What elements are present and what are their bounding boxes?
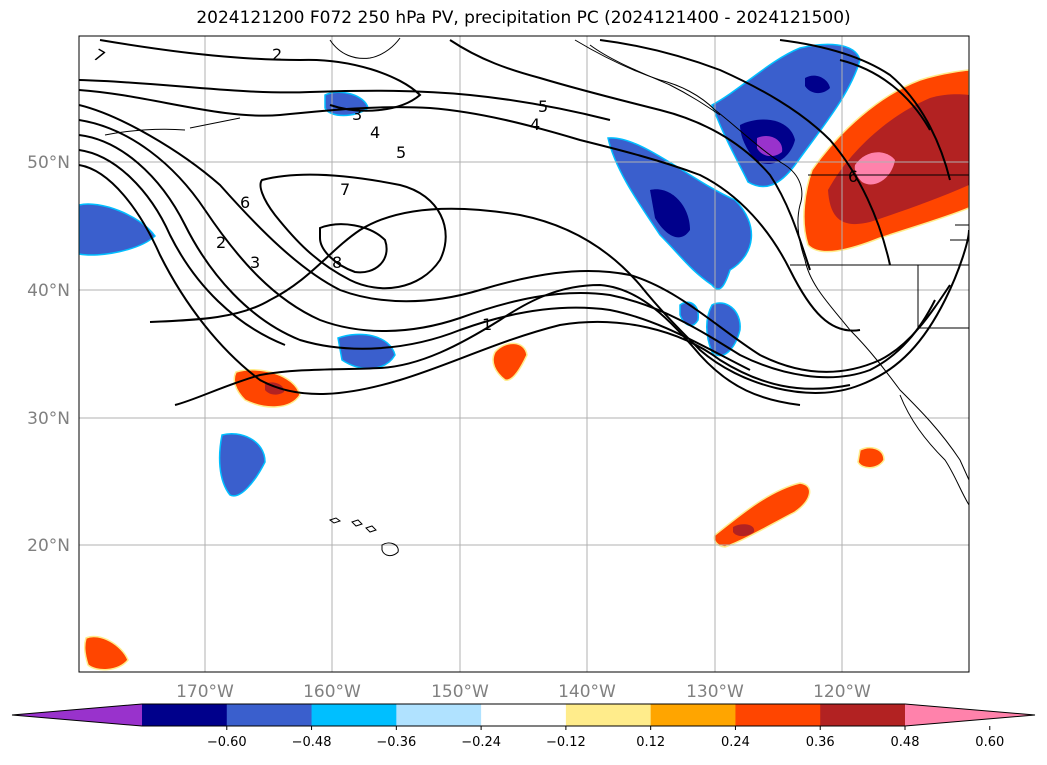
contour-label: 4 bbox=[530, 115, 540, 134]
lon-label: 120°W bbox=[813, 682, 871, 702]
coastlines bbox=[104, 37, 969, 506]
colorbar-swatch bbox=[142, 704, 228, 726]
colorbar-swatch bbox=[311, 704, 397, 726]
map-title: 2024121200 F072 250 hPa PV, precipitatio… bbox=[196, 8, 851, 28]
colorbar bbox=[11, 703, 1036, 727]
lon-label: 130°W bbox=[686, 682, 744, 702]
colorbar-swatch bbox=[735, 704, 821, 726]
map-frame bbox=[78, 35, 970, 673]
map-gridlines bbox=[79, 36, 969, 672]
colorbar-extend-high bbox=[905, 704, 1035, 726]
lat-label: 40°N bbox=[27, 281, 70, 301]
colorbar-tick-label: −0.36 bbox=[376, 735, 416, 750]
colorbar-ticks: −0.60 −0.48 −0.36 −0.24 −0.12 0.12 0.24 0.36 0.4… bbox=[207, 726, 1004, 750]
colorbar-tick-label: −0.48 bbox=[292, 735, 332, 750]
contour-label: 1 bbox=[482, 315, 492, 334]
lon-label: 160°W bbox=[303, 682, 361, 702]
colorbar-swatch bbox=[650, 704, 736, 726]
pv-contours bbox=[79, 39, 969, 406]
colorbar-extend-low bbox=[12, 704, 142, 726]
contour-label: 6 bbox=[240, 193, 250, 212]
precip-negative-areas bbox=[79, 43, 861, 497]
contour-label: 3 bbox=[250, 253, 260, 272]
colorbar-tick-label: 0.60 bbox=[975, 735, 1004, 750]
colorbar-swatch bbox=[226, 704, 313, 726]
colorbar-tick-label: −0.12 bbox=[546, 735, 586, 750]
colorbar-outline bbox=[11, 703, 1036, 727]
lat-label: 30°N bbox=[27, 409, 70, 429]
colorbar-tick-label: 0.48 bbox=[891, 735, 920, 750]
lat-label: 50°N bbox=[27, 153, 70, 173]
latitude-labels: 50°N 40°N 30°N 20°N bbox=[27, 153, 70, 556]
colorbar-swatch bbox=[481, 704, 567, 726]
colorbar-tick-label: 0.36 bbox=[806, 735, 835, 750]
pv-contour-labels: 7 2 3 4 5 6 7 8 2 3 1 5 4 6 bbox=[90, 45, 858, 334]
contour-label: 5 bbox=[396, 143, 406, 162]
lon-label: 150°W bbox=[431, 682, 489, 702]
contour-label: 2 bbox=[216, 233, 226, 252]
colorbar-tick-label: 0.24 bbox=[721, 735, 750, 750]
lon-label: 140°W bbox=[558, 682, 616, 702]
longitude-labels: 170°W 160°W 150°W 140°W 130°W 120°W bbox=[176, 682, 871, 702]
colorbar-swatch bbox=[565, 704, 652, 726]
colorbar-tick-label: −0.60 bbox=[207, 735, 247, 750]
colorbar-swatch bbox=[396, 704, 482, 726]
contour-label: 2 bbox=[272, 45, 282, 64]
contour-label: 5 bbox=[538, 97, 548, 116]
hawaii-islands bbox=[328, 517, 399, 557]
colorbar-tick-label: −0.24 bbox=[461, 735, 501, 750]
contour-label: 6 bbox=[848, 167, 858, 186]
colorbar-tick-label: 0.12 bbox=[636, 735, 665, 750]
lat-label: 20°N bbox=[27, 536, 70, 556]
colorbar-swatch bbox=[820, 704, 906, 726]
contour-label: 7 bbox=[340, 180, 350, 199]
lon-label: 170°W bbox=[176, 682, 234, 702]
contour-label: 4 bbox=[370, 123, 380, 142]
contour-label: 3 bbox=[352, 105, 362, 124]
contour-label: 8 bbox=[332, 253, 342, 272]
